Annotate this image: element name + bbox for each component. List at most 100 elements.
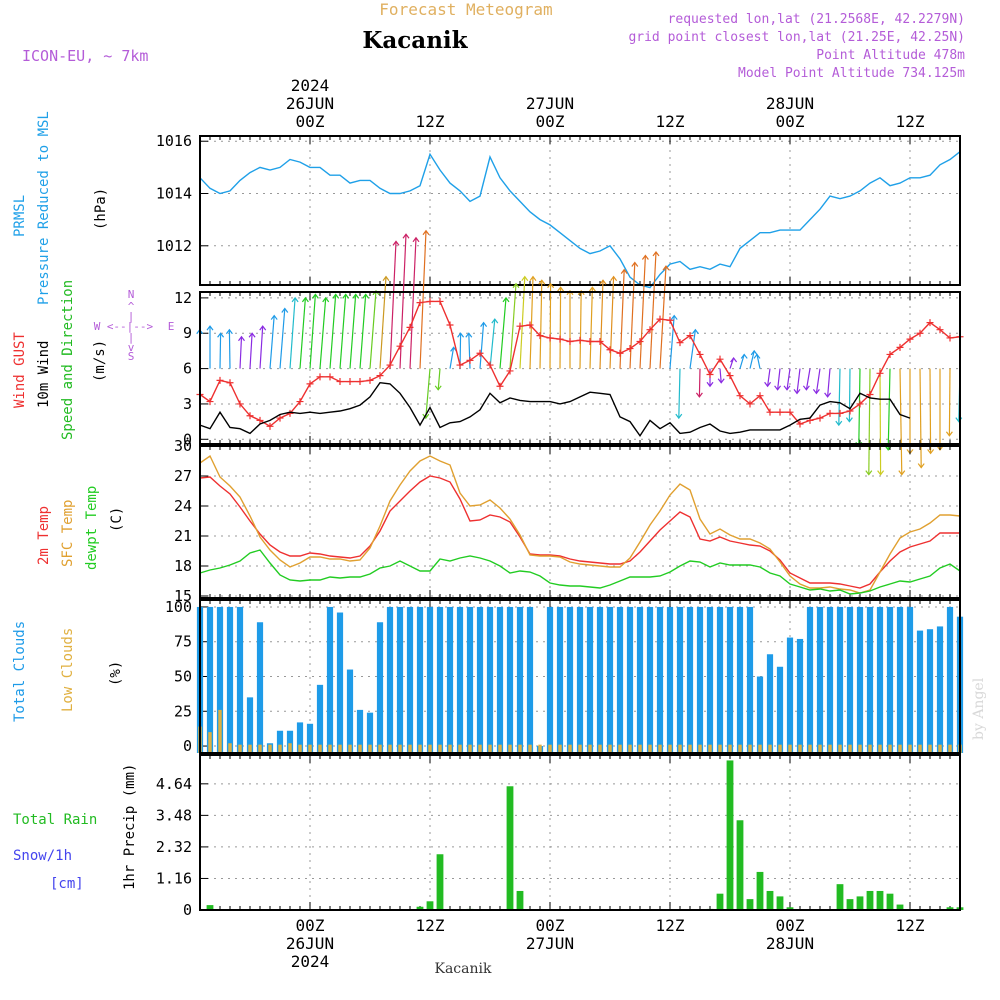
wind-direction-arrow	[767, 368, 771, 387]
gust-marker	[686, 332, 694, 340]
wind-direction-arrow	[805, 368, 811, 390]
total-cloud-bar	[226, 606, 234, 753]
wind-arrow-head	[793, 388, 801, 395]
wind-arrow-head	[599, 279, 607, 285]
wind-arrow-head	[695, 392, 703, 398]
wind-direction-arrow	[678, 368, 681, 419]
top-time-label: 2024	[291, 76, 330, 95]
total-cloud-bar	[816, 606, 824, 753]
model-altitude: Model Point Altitude 734.125m	[738, 66, 965, 81]
total-cloud-bar	[726, 606, 734, 753]
wind-arrow-head	[465, 332, 473, 338]
total-cloud-bar	[946, 606, 954, 753]
wind-arrow-head	[521, 275, 529, 282]
wind-direction-arrow	[329, 294, 337, 369]
bottom-time-label: 12Z	[896, 916, 925, 935]
gust-marker	[786, 408, 794, 416]
wind-direction-arrow	[299, 297, 306, 369]
rain-bar	[866, 890, 874, 910]
wind-direction-arrow	[739, 354, 745, 369]
total-cloud-bar	[446, 606, 454, 753]
low-cloud-bar	[738, 744, 742, 753]
panel-frame	[199, 445, 961, 599]
total-cloud-bar	[526, 606, 534, 753]
gust-marker	[566, 337, 574, 345]
wind-direction-arrow	[228, 329, 231, 369]
low-cloud-bar	[328, 744, 332, 753]
total-cloud-bar	[246, 697, 254, 753]
gust-marker	[816, 414, 824, 422]
wind-direction-arrow	[359, 294, 367, 369]
prmsl-line	[199, 151, 961, 289]
wind-arrow-head	[332, 293, 340, 299]
precip-labels: Total Rain Snow/1h [cm] 1hr Precip (mm)	[13, 764, 138, 892]
wind-arrow-head	[225, 328, 233, 335]
total-cloud-bar	[906, 606, 914, 753]
low-cloud-bar	[548, 744, 552, 753]
wind-arrow-head	[691, 328, 699, 335]
total-cloud-bar	[766, 654, 774, 753]
wind10-label: 10m Wind	[36, 341, 52, 408]
wind-arrow-head	[217, 332, 225, 338]
wind-arrow-head	[577, 289, 585, 296]
footer-location: Kacanik	[435, 961, 492, 977]
y-tick-label: 24	[174, 497, 192, 515]
low-cloud-bar	[498, 744, 502, 753]
y-tick-label: 30	[174, 437, 192, 455]
wind-arrow-head	[566, 289, 574, 296]
low-cloud-bar	[798, 744, 802, 753]
gust-marker	[906, 335, 914, 343]
y-tick-label: 1012	[156, 237, 192, 255]
wind-arrow-head	[248, 332, 256, 338]
wind-arrow-head	[382, 275, 390, 282]
low-cloud-bar	[768, 744, 772, 753]
svg-text:|: |	[128, 331, 135, 344]
wind-direction-arrow	[279, 308, 286, 369]
y-tick-label: 27	[174, 467, 192, 485]
temp-unit: (C)	[109, 507, 125, 532]
low-cloud-bar	[618, 744, 622, 753]
low-cloud-bar	[628, 744, 632, 753]
gust-marker	[826, 409, 834, 417]
svg-text:W: W	[94, 320, 101, 333]
wind-direction-arrow	[669, 315, 675, 369]
gust-marker	[606, 346, 614, 354]
gust-marker	[696, 350, 704, 358]
total-cloud-bar	[486, 606, 494, 753]
low-cloud-bar	[378, 744, 382, 753]
total-cloud-bar	[776, 666, 784, 753]
wind-arrow-head	[670, 314, 678, 320]
rain-bar	[766, 890, 774, 910]
total-cloud-bar	[466, 606, 474, 753]
total-cloud-bar	[836, 606, 844, 753]
y-tick-label: 6	[183, 360, 192, 378]
y-tick-label: 1016	[156, 132, 192, 150]
wind-arrow-head	[812, 388, 820, 395]
y-tick-label: 18	[174, 557, 192, 575]
wind-direction-arrow	[929, 368, 932, 454]
gust-marker	[546, 334, 554, 342]
gust-marker	[436, 297, 444, 305]
gust-marker	[226, 379, 234, 387]
low-cloud-bar	[848, 744, 852, 753]
gust-marker	[516, 322, 524, 330]
total-cloud-bar	[696, 606, 704, 753]
grid-coords: grid point closest lon,lat (21.25E, 42.2…	[628, 30, 965, 45]
total-cloud-bar	[886, 606, 894, 753]
gust-marker	[916, 329, 924, 337]
rain-bar	[736, 820, 744, 910]
low-cloud-bar	[778, 744, 782, 753]
gust-marker	[526, 321, 534, 329]
low-cloud-bar	[538, 744, 542, 753]
gust-marker	[536, 332, 544, 340]
sfc-temp-line	[199, 454, 961, 594]
gust-label: Wind GUST	[12, 332, 28, 408]
gust-marker	[876, 369, 884, 377]
gust-marker	[766, 408, 774, 416]
rain-bar	[886, 893, 894, 910]
low-cloud-bar	[308, 744, 312, 753]
gust-marker	[746, 400, 754, 408]
low-cloud-bar	[748, 744, 752, 753]
gust-marker	[276, 414, 284, 422]
wind-arrow-head	[662, 265, 670, 271]
